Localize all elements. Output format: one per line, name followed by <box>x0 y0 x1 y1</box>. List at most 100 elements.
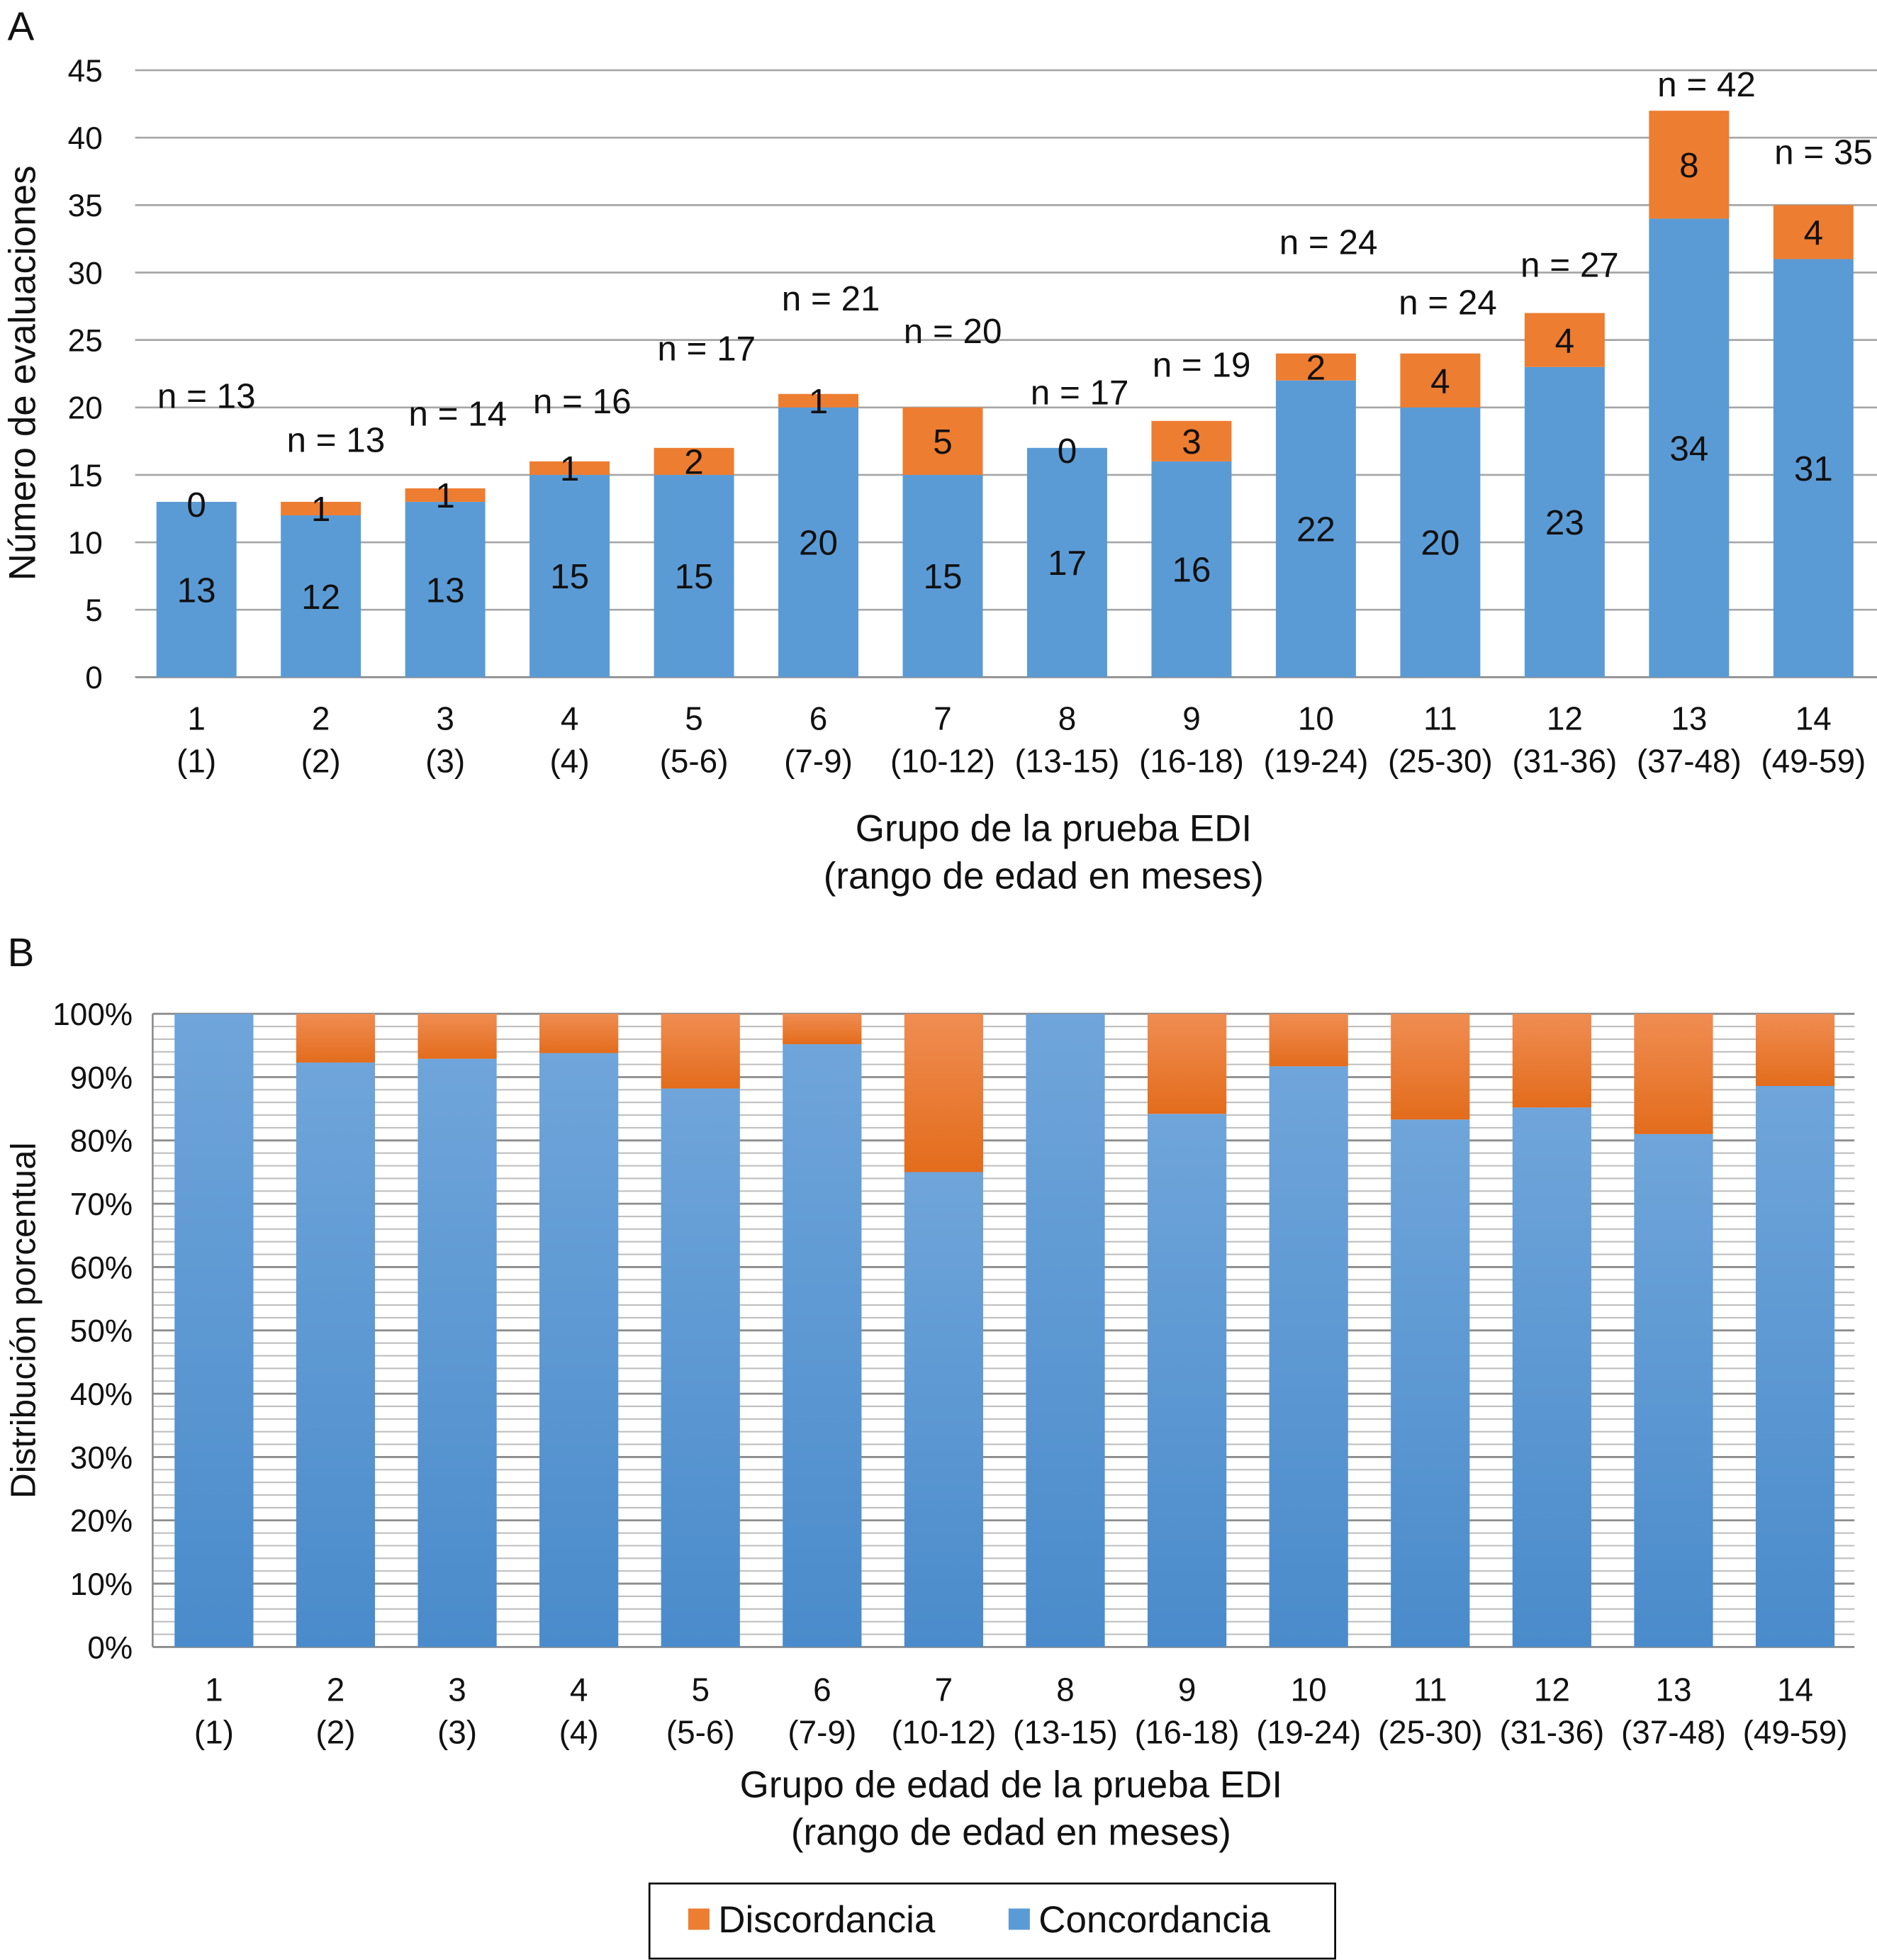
x-tick-sublabel: (37-48) <box>1621 1713 1726 1750</box>
bar-concordancia <box>281 515 362 678</box>
bar-discordancia <box>654 447 734 475</box>
x-tick-sublabel: (37-48) <box>1637 742 1742 779</box>
x-tick-label: 7 <box>935 1671 953 1708</box>
x-tick-sublabel: (13-15) <box>1015 742 1120 779</box>
x-tick-label: 9 <box>1178 1671 1197 1708</box>
bar-concordancia <box>1147 1114 1227 1647</box>
data-label-discordancia: 2 <box>1306 348 1326 387</box>
data-label-discordancia: 8 <box>1679 146 1698 185</box>
x-tick-sublabel: (10-12) <box>890 742 995 779</box>
x-tick-label: 8 <box>1056 1671 1075 1708</box>
total-label: n = 20 <box>904 312 1002 351</box>
total-label: n = 24 <box>1399 283 1497 322</box>
y-tick-label: 45 <box>68 54 103 89</box>
y-tick-label: 25 <box>68 324 103 359</box>
total-label: n = 21 <box>782 279 880 318</box>
bar-concordancia <box>1391 1119 1470 1647</box>
bar-discordancia <box>1512 1014 1591 1108</box>
bar-discordancia <box>1755 1014 1835 1086</box>
data-label-concordancia: 31 <box>1794 449 1833 488</box>
bar-discordancia <box>296 1014 376 1063</box>
bar-discordancia <box>1400 353 1481 408</box>
total-label: n = 16 <box>533 382 632 421</box>
bar-concordancia <box>1524 366 1605 678</box>
total-label: n = 19 <box>1153 346 1251 385</box>
x-tick-sublabel: (13-15) <box>1013 1713 1118 1750</box>
total-label: n = 13 <box>157 377 256 416</box>
x-tick-sublabel: (31-36) <box>1512 742 1617 779</box>
y-tick-label: 20 <box>68 391 103 426</box>
x-tick-label: 10 <box>1291 1671 1327 1708</box>
x-axis-title: Grupo de edad de la prueba EDI <box>740 1764 1282 1805</box>
x-tick-label: 4 <box>561 700 579 737</box>
x-tick-label: 12 <box>1547 700 1583 737</box>
x-tick-sublabel: (19-24) <box>1263 742 1368 779</box>
x-tick-label: 7 <box>934 700 952 737</box>
x-tick-label: 2 <box>327 1671 345 1708</box>
data-label-discordancia: 1 <box>560 449 579 488</box>
y-tick-label: 30 <box>68 256 103 291</box>
bar-discordancia <box>1151 420 1232 461</box>
x-tick-sublabel: (1) <box>177 742 216 779</box>
x-tick-label: 6 <box>813 1671 831 1708</box>
data-label-concordancia: 34 <box>1669 429 1708 468</box>
x-tick-label: 8 <box>1058 700 1077 737</box>
x-tick-sublabel: (5-6) <box>666 1713 735 1750</box>
x-tick-label: 12 <box>1534 1671 1570 1708</box>
total-label: n = 14 <box>408 394 507 433</box>
panel-a-letter: A <box>8 4 35 49</box>
data-label-discordancia: 2 <box>684 443 703 482</box>
data-label-discordancia: 0 <box>1058 432 1077 471</box>
bar-concordancia <box>661 1088 740 1647</box>
bar-concordancia <box>1512 1107 1591 1647</box>
data-label-discordancia: 4 <box>1430 362 1450 401</box>
bar-discordancia <box>281 501 362 515</box>
data-label-discordancia: 1 <box>311 490 330 529</box>
x-tick-sublabel: (49-59) <box>1761 742 1866 779</box>
bar-concordancia <box>1151 461 1232 678</box>
x-tick-sublabel: (16-18) <box>1135 1713 1240 1750</box>
data-label-concordancia: 13 <box>177 571 216 610</box>
bar-discordancia <box>1275 353 1356 381</box>
y-tick-label: 70% <box>70 1187 133 1222</box>
y-tick-label: 5 <box>85 593 103 628</box>
x-tick-label: 13 <box>1671 700 1707 737</box>
bar-discordancia <box>1634 1014 1713 1134</box>
data-label-concordancia: 12 <box>301 578 340 617</box>
bar-concordancia <box>1755 1085 1835 1647</box>
legend-swatch-concordancia <box>1008 1908 1030 1930</box>
legend-swatch-discordancia <box>688 1908 710 1930</box>
y-tick-label: 60% <box>70 1250 133 1285</box>
bar-discordancia <box>405 488 486 502</box>
x-tick-sublabel: (19-24) <box>1256 1713 1361 1750</box>
x-tick-sublabel: (25-30) <box>1388 742 1493 779</box>
x-tick-sublabel: (1) <box>194 1713 234 1750</box>
y-tick-label: 35 <box>68 189 103 223</box>
y-axis-title: Distribución porcentual <box>4 1142 43 1499</box>
data-label-concordancia: 15 <box>675 557 714 596</box>
x-tick-sublabel: (4) <box>559 1713 599 1750</box>
data-label-discordancia: 1 <box>435 476 454 515</box>
total-label: n = 17 <box>657 330 756 369</box>
bar-concordancia <box>539 1053 619 1647</box>
bar-concordancia <box>418 1058 497 1647</box>
total-label: n = 24 <box>1279 223 1378 262</box>
legend-box <box>648 1882 1336 1960</box>
bar-discordancia <box>904 1014 984 1172</box>
x-tick-label: 11 <box>1413 1671 1447 1708</box>
x-tick-sublabel: (4) <box>550 742 590 779</box>
bar-discordancia <box>418 1014 497 1059</box>
total-label: n = 42 <box>1657 65 1756 104</box>
chart-b: 0% 10% 20% 30% 40% 50% 60% 70% 80% 90% 100% Distrib… <box>4 997 1855 1853</box>
bar-discordancia <box>902 407 983 475</box>
x-tick-sublabel: (5-6) <box>660 742 729 779</box>
x-tick-sublabel: (2) <box>301 742 341 779</box>
legend: Discordancia Concordancia <box>648 1882 1336 1960</box>
y-tick-label: 30% <box>70 1440 133 1475</box>
data-label-concordancia: 17 <box>1048 544 1087 583</box>
x-tick-sublabel: (7-9) <box>784 742 853 779</box>
y-tick-label: 50% <box>70 1314 133 1349</box>
bar-discordancia <box>778 393 859 408</box>
data-label-concordancia: 20 <box>1421 524 1459 563</box>
data-label-discordancia: 1 <box>809 382 828 421</box>
